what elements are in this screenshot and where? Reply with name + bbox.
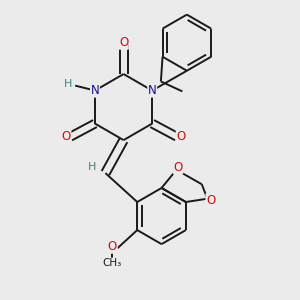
Text: CH₃: CH₃ — [103, 258, 122, 268]
Text: O: O — [173, 161, 183, 174]
Text: O: O — [108, 240, 117, 253]
Text: O: O — [119, 36, 128, 49]
Text: H: H — [88, 161, 96, 172]
Text: O: O — [206, 194, 215, 207]
Text: O: O — [176, 130, 185, 143]
Text: H: H — [64, 79, 73, 89]
Text: O: O — [61, 130, 71, 143]
Text: N: N — [91, 84, 99, 97]
Text: N: N — [148, 84, 157, 97]
